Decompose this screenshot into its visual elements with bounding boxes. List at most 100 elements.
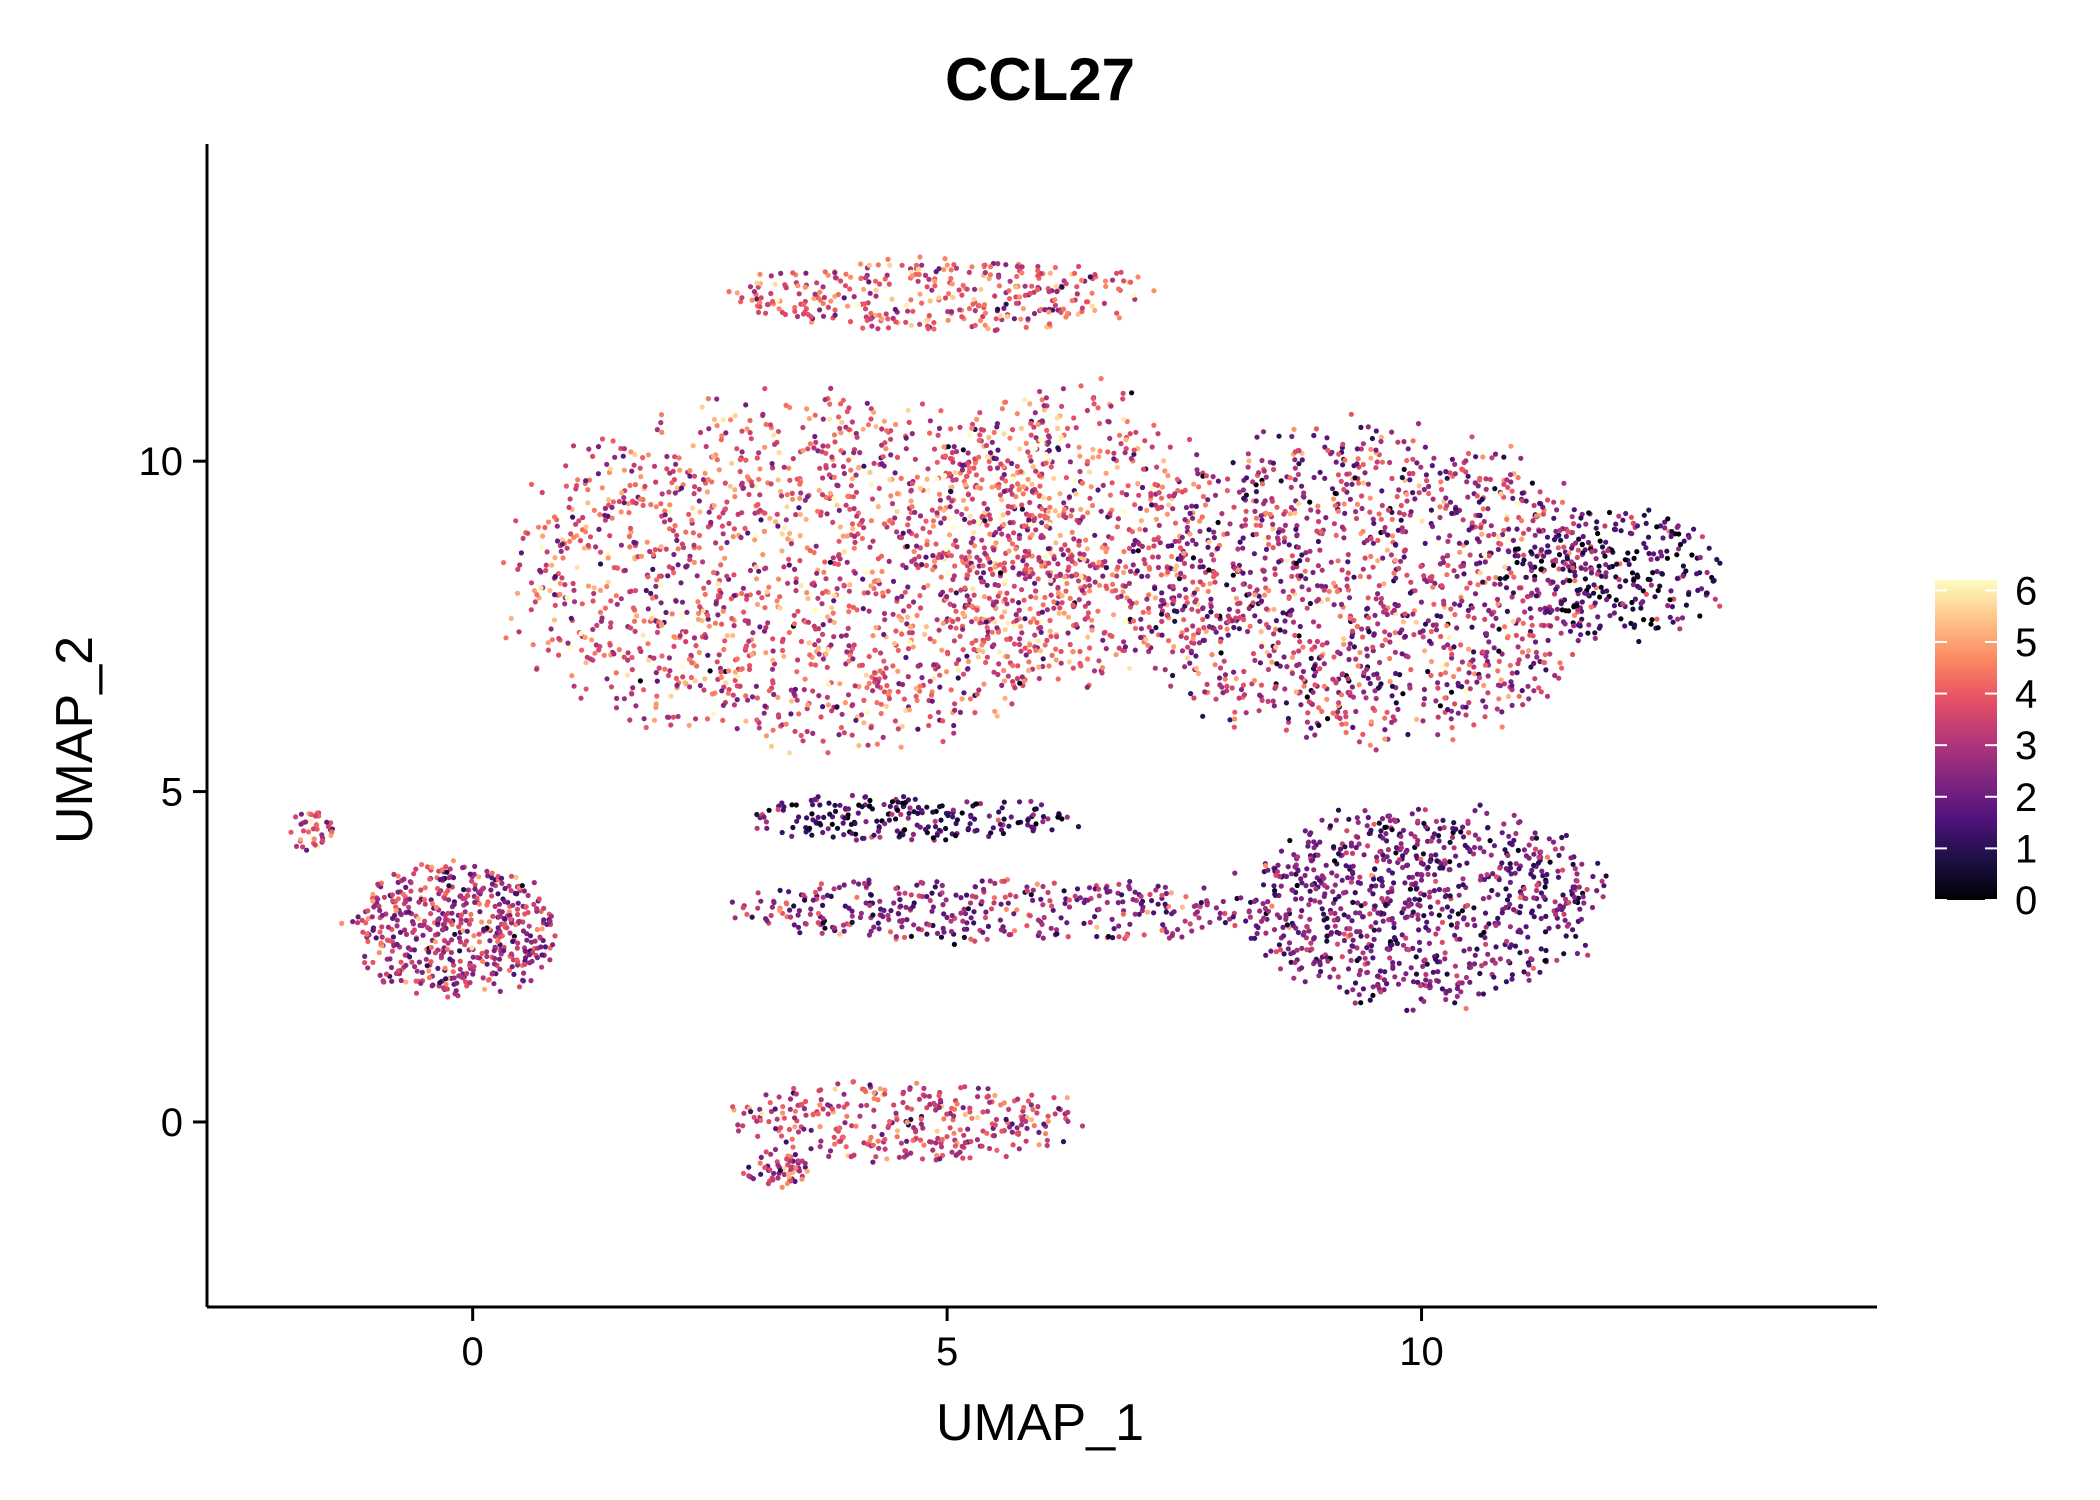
cell-point [812,642,818,648]
cell-point [966,306,973,312]
cell-point [1290,588,1296,594]
cell-point [1271,631,1277,637]
cell-point [1516,657,1522,663]
cell-point [1389,429,1395,435]
cell-point [954,508,960,515]
cell-point [1349,628,1356,634]
cell-point [687,468,693,474]
cell-point [1579,599,1585,605]
cell-point [1125,483,1131,489]
cell-point [1365,595,1371,601]
cell-point [770,648,776,654]
cell-point [998,313,1004,319]
cell-point [671,551,677,558]
cell-point [806,415,813,422]
cell-point [1200,637,1206,643]
cell-point [1563,896,1569,903]
cell-point [1570,565,1576,571]
cell-point [1413,619,1419,625]
cell-point [971,646,977,653]
cell-point [1523,924,1529,930]
cell-point [898,811,904,818]
cell-point [1515,475,1521,481]
cell-point [1007,520,1013,526]
cell-point [732,494,738,500]
cell-point [1283,727,1289,733]
cell-point [703,443,709,450]
cell-point [734,726,740,732]
cell-point [1309,882,1315,888]
cell-point [1085,656,1091,662]
cell-point [1553,912,1559,918]
cell-point [1456,892,1462,898]
cell-point [1578,515,1584,521]
cell-point [847,582,853,588]
cell-point [1338,692,1345,698]
chart-title: CCL27 [945,46,1135,113]
cell-point [1516,617,1522,623]
cell-point [1437,514,1443,521]
cell-point [1553,586,1559,592]
cell-point [1622,623,1628,629]
cell-point [1493,944,1499,950]
cell-point [832,312,838,318]
cell-point [1606,564,1612,571]
cell-point [607,533,613,539]
cell-point [850,656,856,662]
cell-point [1712,596,1718,602]
cell-point [1629,599,1635,606]
cell-point [1246,458,1252,464]
cell-point [1048,592,1054,598]
cell-point [786,750,793,756]
cell-point [789,802,795,808]
cell-point [1483,631,1490,637]
cell-point [1583,521,1589,527]
cell-point [1189,563,1195,570]
cell-point [1370,705,1376,711]
cell-point [852,683,858,689]
cell-point [713,540,719,546]
cell-point [1229,685,1235,691]
cell-point [1480,579,1486,585]
cell-point [1270,545,1276,551]
cell-point [890,663,896,669]
cell-point [1435,899,1441,905]
cell-point [711,711,717,717]
cell-point [1276,433,1282,439]
cell-point [815,448,821,454]
cell-point [1284,557,1290,563]
cell-point [678,485,685,491]
cell-point [1459,684,1465,690]
cell-point [1021,523,1027,529]
cell-point [995,447,1001,453]
cell-point [1354,900,1361,906]
cell-point [1603,873,1609,879]
cell-point [978,426,984,433]
cell-point [1691,526,1697,532]
cell-point [1013,284,1019,290]
cell-point [1396,565,1402,572]
cell-point [1503,585,1510,591]
cell-point [865,742,871,748]
cell-point [813,543,819,549]
cell-point [1442,695,1448,701]
cell-point [1371,631,1377,637]
cell-point [985,635,991,642]
cell-point [672,490,678,496]
cell-point [1105,449,1111,455]
cell-point [735,674,741,680]
cell-point [1298,914,1304,920]
cell-point [554,523,560,529]
cell-point [1483,486,1489,492]
cell-point [722,506,729,512]
cell-point [1659,553,1665,559]
cell-point [690,443,696,449]
cell-point [910,599,917,605]
cell-point [1529,590,1535,596]
cell-point [910,644,916,650]
cell-point [1266,588,1272,594]
cell-point [965,492,972,498]
cell-point [973,472,980,478]
cell-point [1289,654,1295,661]
cell-point [1121,569,1127,576]
